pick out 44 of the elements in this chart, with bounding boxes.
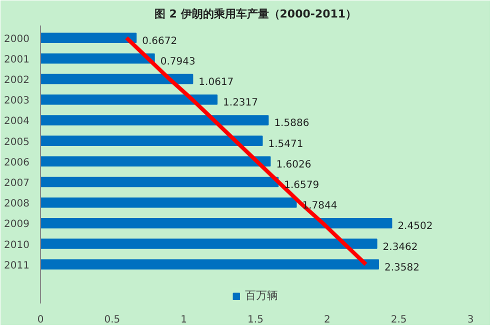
data-label: 1.2317 xyxy=(223,98,258,109)
data-label: 1.5471 xyxy=(268,138,304,150)
y-tick-label: 2001 xyxy=(4,54,30,66)
data-label: 2.3462 xyxy=(382,242,418,253)
y-tick-label: 2000 xyxy=(4,34,30,45)
y-tick-label: 2005 xyxy=(4,136,30,148)
data-label: 0.7943 xyxy=(160,56,196,68)
y-tick-label: 2006 xyxy=(4,157,30,168)
data-label: 1.0617 xyxy=(198,77,234,88)
y-tick-label: 2004 xyxy=(4,116,30,128)
data-label: 1.5886 xyxy=(274,118,310,130)
bar xyxy=(40,238,378,249)
y-tick-label: 2007 xyxy=(4,178,30,190)
bar xyxy=(40,136,263,146)
bar xyxy=(40,53,155,64)
bar xyxy=(40,218,392,228)
bar xyxy=(40,197,297,208)
x-tick-label: 3 xyxy=(467,314,474,326)
bar xyxy=(40,94,218,105)
bar xyxy=(40,115,269,126)
x-tick-label: 2.5 xyxy=(390,314,407,326)
chart-title: 图 2 伊朗的乘用车产量（2000-2011） xyxy=(154,8,357,20)
x-tick-label: 0 xyxy=(37,314,44,326)
x-tick-label: 1 xyxy=(180,314,188,326)
bar xyxy=(40,74,194,84)
bar xyxy=(40,176,279,188)
data-label: 1.6579 xyxy=(284,180,320,192)
legend-label: 百万辆 xyxy=(245,288,278,303)
y-tick-label: 2003 xyxy=(4,96,30,107)
data-label: 2.4502 xyxy=(398,221,433,232)
y-tick-label: 2011 xyxy=(4,260,30,272)
data-label: 1.6026 xyxy=(276,159,312,170)
y-tick-label: 2002 xyxy=(4,75,30,86)
x-tick-label: 1.5 xyxy=(248,314,264,326)
bar xyxy=(40,32,137,43)
x-tick-label: 2 xyxy=(324,314,330,326)
data-label: 0.6672 xyxy=(142,36,178,47)
y-tick-label: 2010 xyxy=(4,240,30,251)
bar xyxy=(40,156,271,167)
y-tick-label: 2009 xyxy=(4,219,30,230)
bar xyxy=(40,259,380,270)
x-tick-label: 0.5 xyxy=(104,314,120,326)
data-label: 2.3582 xyxy=(384,262,420,274)
y-tick-label: 2008 xyxy=(4,198,30,210)
